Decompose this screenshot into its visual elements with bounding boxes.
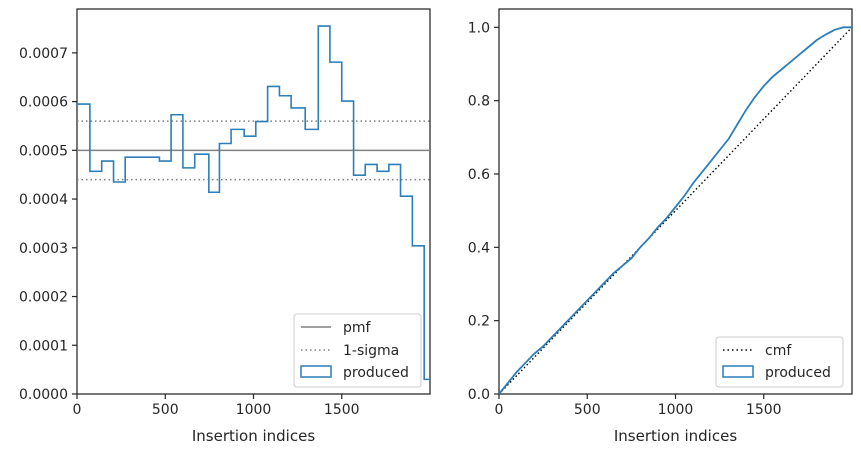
y-tick-label: 0.0004: [19, 192, 68, 208]
legend-produced-swatch: [722, 365, 754, 378]
left-legend: pmf 1-sigma produced: [293, 313, 422, 388]
left-reference-lines: [77, 120, 430, 181]
y-tick-label: 1.0: [468, 20, 490, 36]
y-tick-label: 0.4: [468, 240, 490, 256]
y-tick-label: 0.0007: [19, 46, 68, 62]
x-tick-label: 1500: [324, 402, 360, 418]
x-tick-label: 0: [495, 402, 504, 418]
histogram-bin: [209, 192, 220, 394]
histogram-bin: [171, 115, 183, 394]
x-tick-label: 0: [73, 402, 82, 418]
y-tick-label: 0.0002: [19, 290, 68, 306]
right-y-ticks: 0.0 0.2 0.4 0.6 0.8 1.0: [468, 20, 499, 403]
histogram-bin: [424, 379, 430, 394]
left-legend-box: [293, 313, 422, 388]
x-tick-label: 500: [574, 402, 601, 418]
histogram-bin: [195, 154, 209, 394]
histogram-bin: [137, 157, 159, 394]
produced-line: [498, 26, 852, 395]
cumulative-panel: 0 500 1000 1500 0.0 0.2 0.4 0.6 0.8 1.0 Insertio…: [468, 8, 853, 445]
histogram-bin: [102, 161, 114, 394]
y-tick-label: 0.6: [468, 167, 490, 183]
histogram-bin: [219, 144, 231, 394]
histogram-panel: 0 500 1000 1500 0.00000.00010.00020.00030.0…: [19, 8, 431, 445]
histogram-bin: [114, 182, 126, 394]
left-series-layer: [77, 25, 430, 394]
histogram-bin: [268, 86, 280, 394]
y-tick-label: 0.0000: [19, 387, 68, 403]
x-tick-label: 1500: [746, 402, 782, 418]
histogram-bin: [159, 161, 171, 394]
y-tick-label: 0.0003: [19, 241, 68, 257]
y-tick-label: 0.0: [468, 387, 490, 403]
histogram-bin: [77, 104, 90, 394]
histogram-step-line: [77, 25, 430, 381]
y-tick-label: 0.0001: [19, 338, 68, 354]
cmf-line: [498, 26, 853, 395]
y-tick-label: 0.0006: [19, 95, 68, 111]
histogram-bin: [125, 157, 137, 394]
x-tick-label: 500: [152, 402, 179, 418]
legend-produced-swatch: [300, 365, 332, 378]
legend-pmf-label: pmf: [343, 320, 372, 336]
y-tick-label: 0.8: [468, 94, 490, 110]
right-legend: cmf produced: [715, 336, 844, 388]
histogram-bin: [90, 171, 102, 394]
histogram-bin: [256, 122, 268, 394]
right-series-layer: [498, 26, 853, 395]
histogram-bin: [244, 136, 256, 394]
legend-1-sigma-label: 1-sigma: [343, 343, 399, 359]
left-x-axis-label: Insertion indices: [192, 427, 315, 445]
histogram-bin: [231, 129, 244, 394]
legend-produced-label: produced: [765, 365, 831, 381]
histogram-bin: [183, 168, 195, 394]
x-tick-label: 1000: [658, 402, 694, 418]
right-x-axis-label: Insertion indices: [614, 427, 737, 445]
left-x-ticks: 0 500 1000 1500: [73, 394, 360, 418]
right-x-ticks: 0 500 1000 1500: [495, 394, 782, 418]
legend-produced-label: produced: [343, 365, 409, 381]
y-tick-label: 0.0005: [19, 143, 68, 159]
histogram-bin: [279, 96, 291, 394]
left-y-ticks: 0.0000 0.0001 0.0002 0.0003 0.0004 0.0005 0.00…: [19, 46, 77, 403]
legend-cmf-label: cmf: [765, 343, 792, 359]
y-tick-label: 0.2: [468, 314, 490, 330]
x-tick-label: 1000: [236, 402, 272, 418]
right-legend-box: [715, 336, 844, 388]
